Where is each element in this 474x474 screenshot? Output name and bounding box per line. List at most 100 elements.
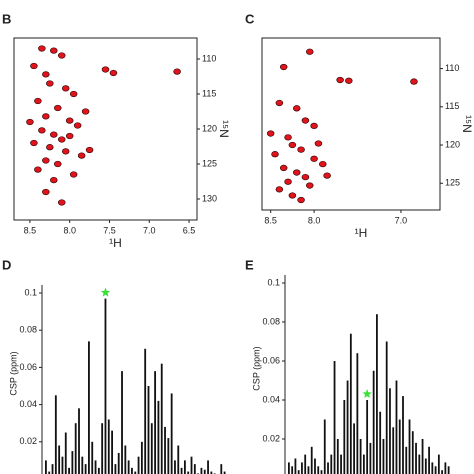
highlight-star	[100, 287, 111, 297]
bar	[177, 445, 180, 474]
bar	[147, 386, 150, 474]
peak	[297, 146, 305, 153]
highlight-star	[362, 389, 372, 398]
bar	[402, 396, 404, 474]
bar	[294, 458, 297, 474]
peak	[57, 136, 66, 143]
bar	[369, 442, 372, 474]
bar	[376, 314, 378, 474]
y-tick-label: 0.06	[19, 362, 37, 372]
bar	[310, 446, 313, 474]
bar	[437, 454, 440, 474]
bar	[117, 452, 120, 474]
bar	[349, 333, 352, 474]
peak	[77, 152, 86, 159]
bar	[107, 419, 110, 474]
peak	[61, 148, 70, 155]
peak	[288, 141, 297, 149]
y-tick-label: 125	[445, 178, 460, 188]
peak	[310, 155, 318, 162]
x-tick-label: 7.0	[395, 215, 408, 225]
bar	[382, 439, 385, 474]
bar	[362, 454, 365, 474]
panel-label: C	[245, 11, 255, 26]
peak	[42, 71, 50, 78]
bar	[84, 464, 87, 474]
bar	[304, 454, 307, 474]
peak	[279, 164, 288, 172]
peak	[275, 186, 284, 193]
y-tick-label: 110	[445, 63, 459, 73]
y-tick-label: 0.1	[267, 277, 280, 287]
y-axis-label: CSP (ppm)	[8, 351, 18, 395]
bar	[193, 464, 196, 474]
peak	[73, 122, 82, 129]
peak	[410, 78, 418, 85]
bar	[101, 423, 104, 474]
bar	[431, 462, 434, 474]
peak	[57, 52, 66, 59]
plot-frame	[261, 37, 441, 211]
bar	[81, 456, 84, 474]
bar	[314, 458, 316, 474]
bar	[124, 445, 127, 474]
bar	[203, 469, 206, 474]
bar	[68, 467, 70, 474]
y-axis-label: ¹⁵N	[217, 120, 231, 138]
bar	[74, 423, 77, 474]
bar	[48, 471, 51, 474]
peak	[101, 66, 110, 73]
peak	[50, 131, 58, 138]
bar	[137, 456, 140, 474]
bar	[174, 460, 176, 474]
peak	[46, 144, 54, 151]
peak	[288, 192, 297, 199]
bar	[207, 460, 209, 474]
bar	[134, 471, 137, 474]
bar	[340, 454, 342, 474]
peak	[323, 172, 331, 179]
bar	[356, 353, 359, 474]
x-axis-label: ¹H	[109, 236, 122, 250]
peak	[306, 182, 314, 189]
peak	[42, 113, 50, 120]
bar	[114, 464, 117, 474]
bar	[45, 460, 47, 474]
bar	[187, 471, 190, 474]
peak	[38, 45, 46, 52]
bar	[54, 395, 57, 474]
peak	[306, 48, 314, 55]
bar	[58, 445, 61, 474]
bar	[405, 446, 408, 474]
bar	[392, 427, 395, 474]
peak	[42, 188, 50, 196]
peak	[34, 97, 42, 105]
bar	[323, 419, 326, 474]
x-tick-label: 8.0	[63, 225, 76, 235]
peak	[336, 76, 344, 84]
peak	[292, 105, 301, 112]
bar	[150, 423, 153, 474]
peak	[301, 173, 310, 181]
peak	[42, 157, 50, 164]
peak	[319, 160, 327, 168]
bar	[444, 462, 447, 474]
bar	[359, 439, 362, 474]
bar	[385, 341, 388, 474]
bar	[71, 451, 74, 474]
bar	[91, 441, 94, 474]
bar	[418, 454, 421, 474]
x-tick-label: 8.5	[24, 225, 37, 235]
peak	[266, 130, 275, 137]
peak	[69, 171, 78, 178]
y-tick-label: 115	[445, 101, 459, 111]
bar	[307, 466, 310, 474]
peak	[54, 104, 62, 112]
bar	[434, 466, 437, 474]
bar	[154, 371, 157, 474]
x-tick-label: 7.0	[143, 225, 156, 235]
bar	[327, 462, 329, 474]
y-tick-label: 0.08	[262, 316, 280, 326]
